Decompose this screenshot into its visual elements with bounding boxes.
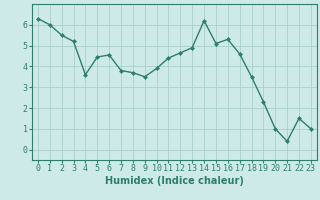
X-axis label: Humidex (Indice chaleur): Humidex (Indice chaleur)	[105, 176, 244, 186]
